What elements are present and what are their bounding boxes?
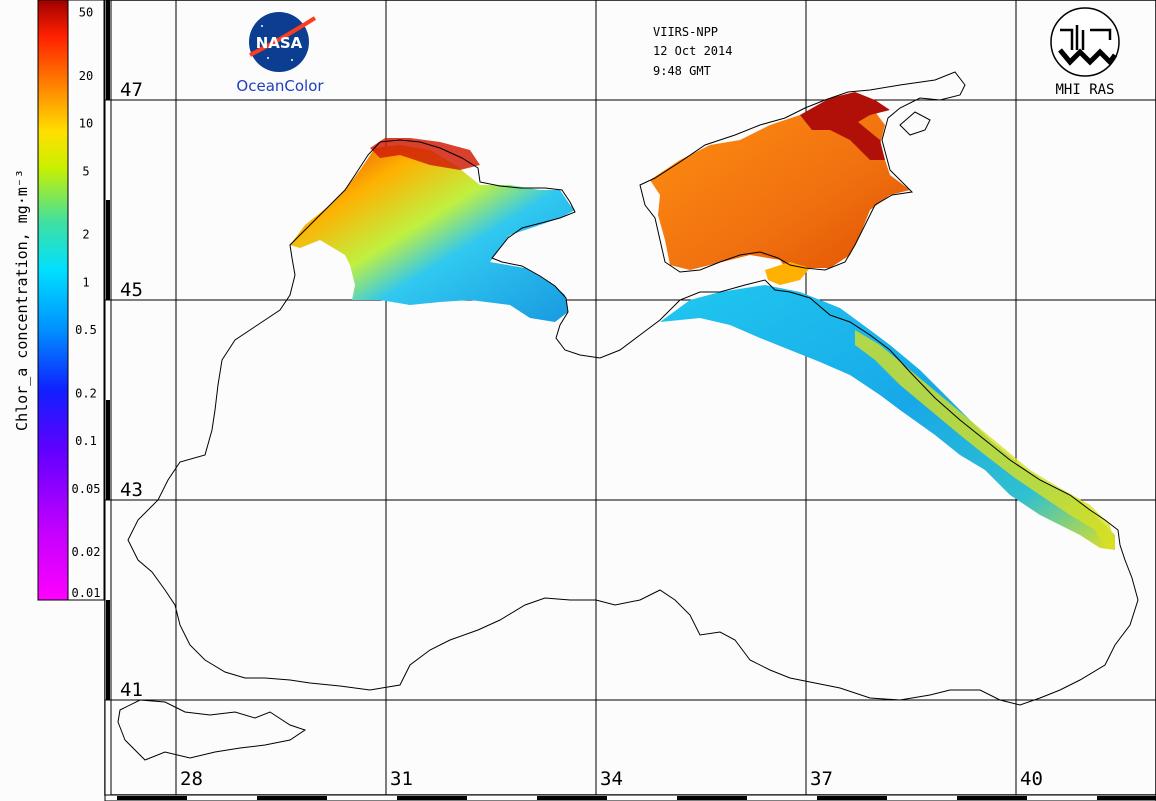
- colorbar-tick-label: 20: [79, 69, 93, 83]
- ruler-block: [957, 796, 1027, 800]
- lon-label-31: 31: [390, 768, 413, 790]
- ruler-block: [117, 796, 187, 800]
- marmara-coast: [117, 699, 307, 761]
- northwest-coastal-red: [370, 138, 480, 170]
- lat-label-41: 41: [120, 679, 143, 701]
- colorbar-tick-label: 0.01: [72, 586, 101, 600]
- lat-label-43: 43: [120, 479, 143, 501]
- colorbar-tick-label: 0.05: [72, 482, 101, 496]
- nasa-logo-circle: [249, 12, 309, 72]
- colorbar-tick-label: 1: [82, 275, 89, 289]
- lon-labels: 28 31 34 37 40: [180, 768, 1043, 790]
- azov-coast: [639, 71, 966, 273]
- colorbar-tick-label: 0.02: [72, 545, 101, 559]
- mhi-logo-mark: [1060, 25, 1112, 50]
- mhi-logo-circle: [1050, 7, 1120, 77]
- coastline: [117, 71, 1139, 761]
- ruler-block: [677, 796, 747, 800]
- colorbar-tick-label: 0.1: [75, 434, 97, 448]
- colorbar-tick-label: 0.5: [75, 323, 97, 337]
- ruler-block: [257, 796, 327, 800]
- map-border: [104, 0, 1156, 796]
- left-ruler-blocks: [106, 0, 110, 700]
- lat-labels: 47 45 43 41: [120, 79, 143, 701]
- colorbar-gradient: [37, 0, 69, 601]
- colorbar-tick-label: 10: [79, 117, 93, 131]
- colorbar-tick-label: 0.2: [75, 386, 97, 400]
- nasa-logo-swoosh: [249, 16, 317, 57]
- kerch-strait-patch: [765, 262, 810, 285]
- mhi-ras-caption: MHI RAS: [1055, 82, 1114, 98]
- east-coast-yellow-band: [855, 330, 1115, 548]
- ruler-block: [397, 796, 467, 800]
- taganrog-bay-red: [800, 92, 890, 160]
- chlorophyll-data: [290, 92, 1115, 550]
- colorbar-tick-label: 5: [82, 164, 89, 178]
- colorbar-title: Chlor_a concentration, mg·m⁻³: [13, 169, 31, 431]
- ruler-block: [1097, 796, 1156, 800]
- lat-label-45: 45: [120, 279, 143, 301]
- image-date: 12 Oct 2014: [653, 44, 732, 58]
- colorbar-tick-label: 2: [82, 228, 89, 242]
- nasa-logo: NASA OceanColor: [236, 12, 324, 95]
- mhi-ras-logo: MHI RAS: [1050, 7, 1120, 98]
- bottom-ruler-blocks: [117, 796, 1156, 800]
- ruler-block: [106, 200, 110, 300]
- lon-label-28: 28: [180, 768, 203, 790]
- map-frame: [104, 0, 1156, 801]
- bottom-ruler: [104, 794, 1156, 801]
- oceancolor-caption: OceanColor: [236, 77, 324, 95]
- lat-label-47: 47: [120, 79, 143, 101]
- azov-north-inlet: [899, 111, 931, 136]
- lon-label-40: 40: [1020, 768, 1043, 790]
- azov-sea-patch: [650, 100, 910, 275]
- nasa-logo-text: NASA: [256, 34, 303, 52]
- ruler-block: [817, 796, 887, 800]
- mhi-logo-waves: [1058, 48, 1118, 66]
- black-sea-coast: [127, 139, 1139, 706]
- ruler-block: [537, 796, 607, 800]
- east-coast-patch: [660, 285, 1115, 550]
- sensor-name: VIIRS-NPP: [653, 25, 718, 39]
- ruler-block: [106, 400, 110, 500]
- image-time: 9:48 GMT: [653, 64, 711, 78]
- ruler-block: [106, 0, 110, 100]
- colorbar: 50 20 10 5 2 1 0.5 0.2 0.1 0.05 0.02 0.01 Chlor_a c…: [13, 0, 105, 601]
- header: VIIRS-NPP 12 Oct 2014 9:48 GMT: [653, 25, 732, 78]
- graticule: [105, 0, 1156, 795]
- ruler-block: [106, 600, 110, 700]
- colorbar-tick-panel: [67, 0, 105, 601]
- colorbar-ticks: 50 20 10 5 2 1 0.5 0.2 0.1 0.05 0.02 0.01: [72, 6, 101, 600]
- lon-label-34: 34: [600, 768, 623, 790]
- colorbar-tick-label: 50: [79, 6, 93, 20]
- lon-label-37: 37: [810, 768, 833, 790]
- northwest-shelf-patch: [290, 145, 575, 322]
